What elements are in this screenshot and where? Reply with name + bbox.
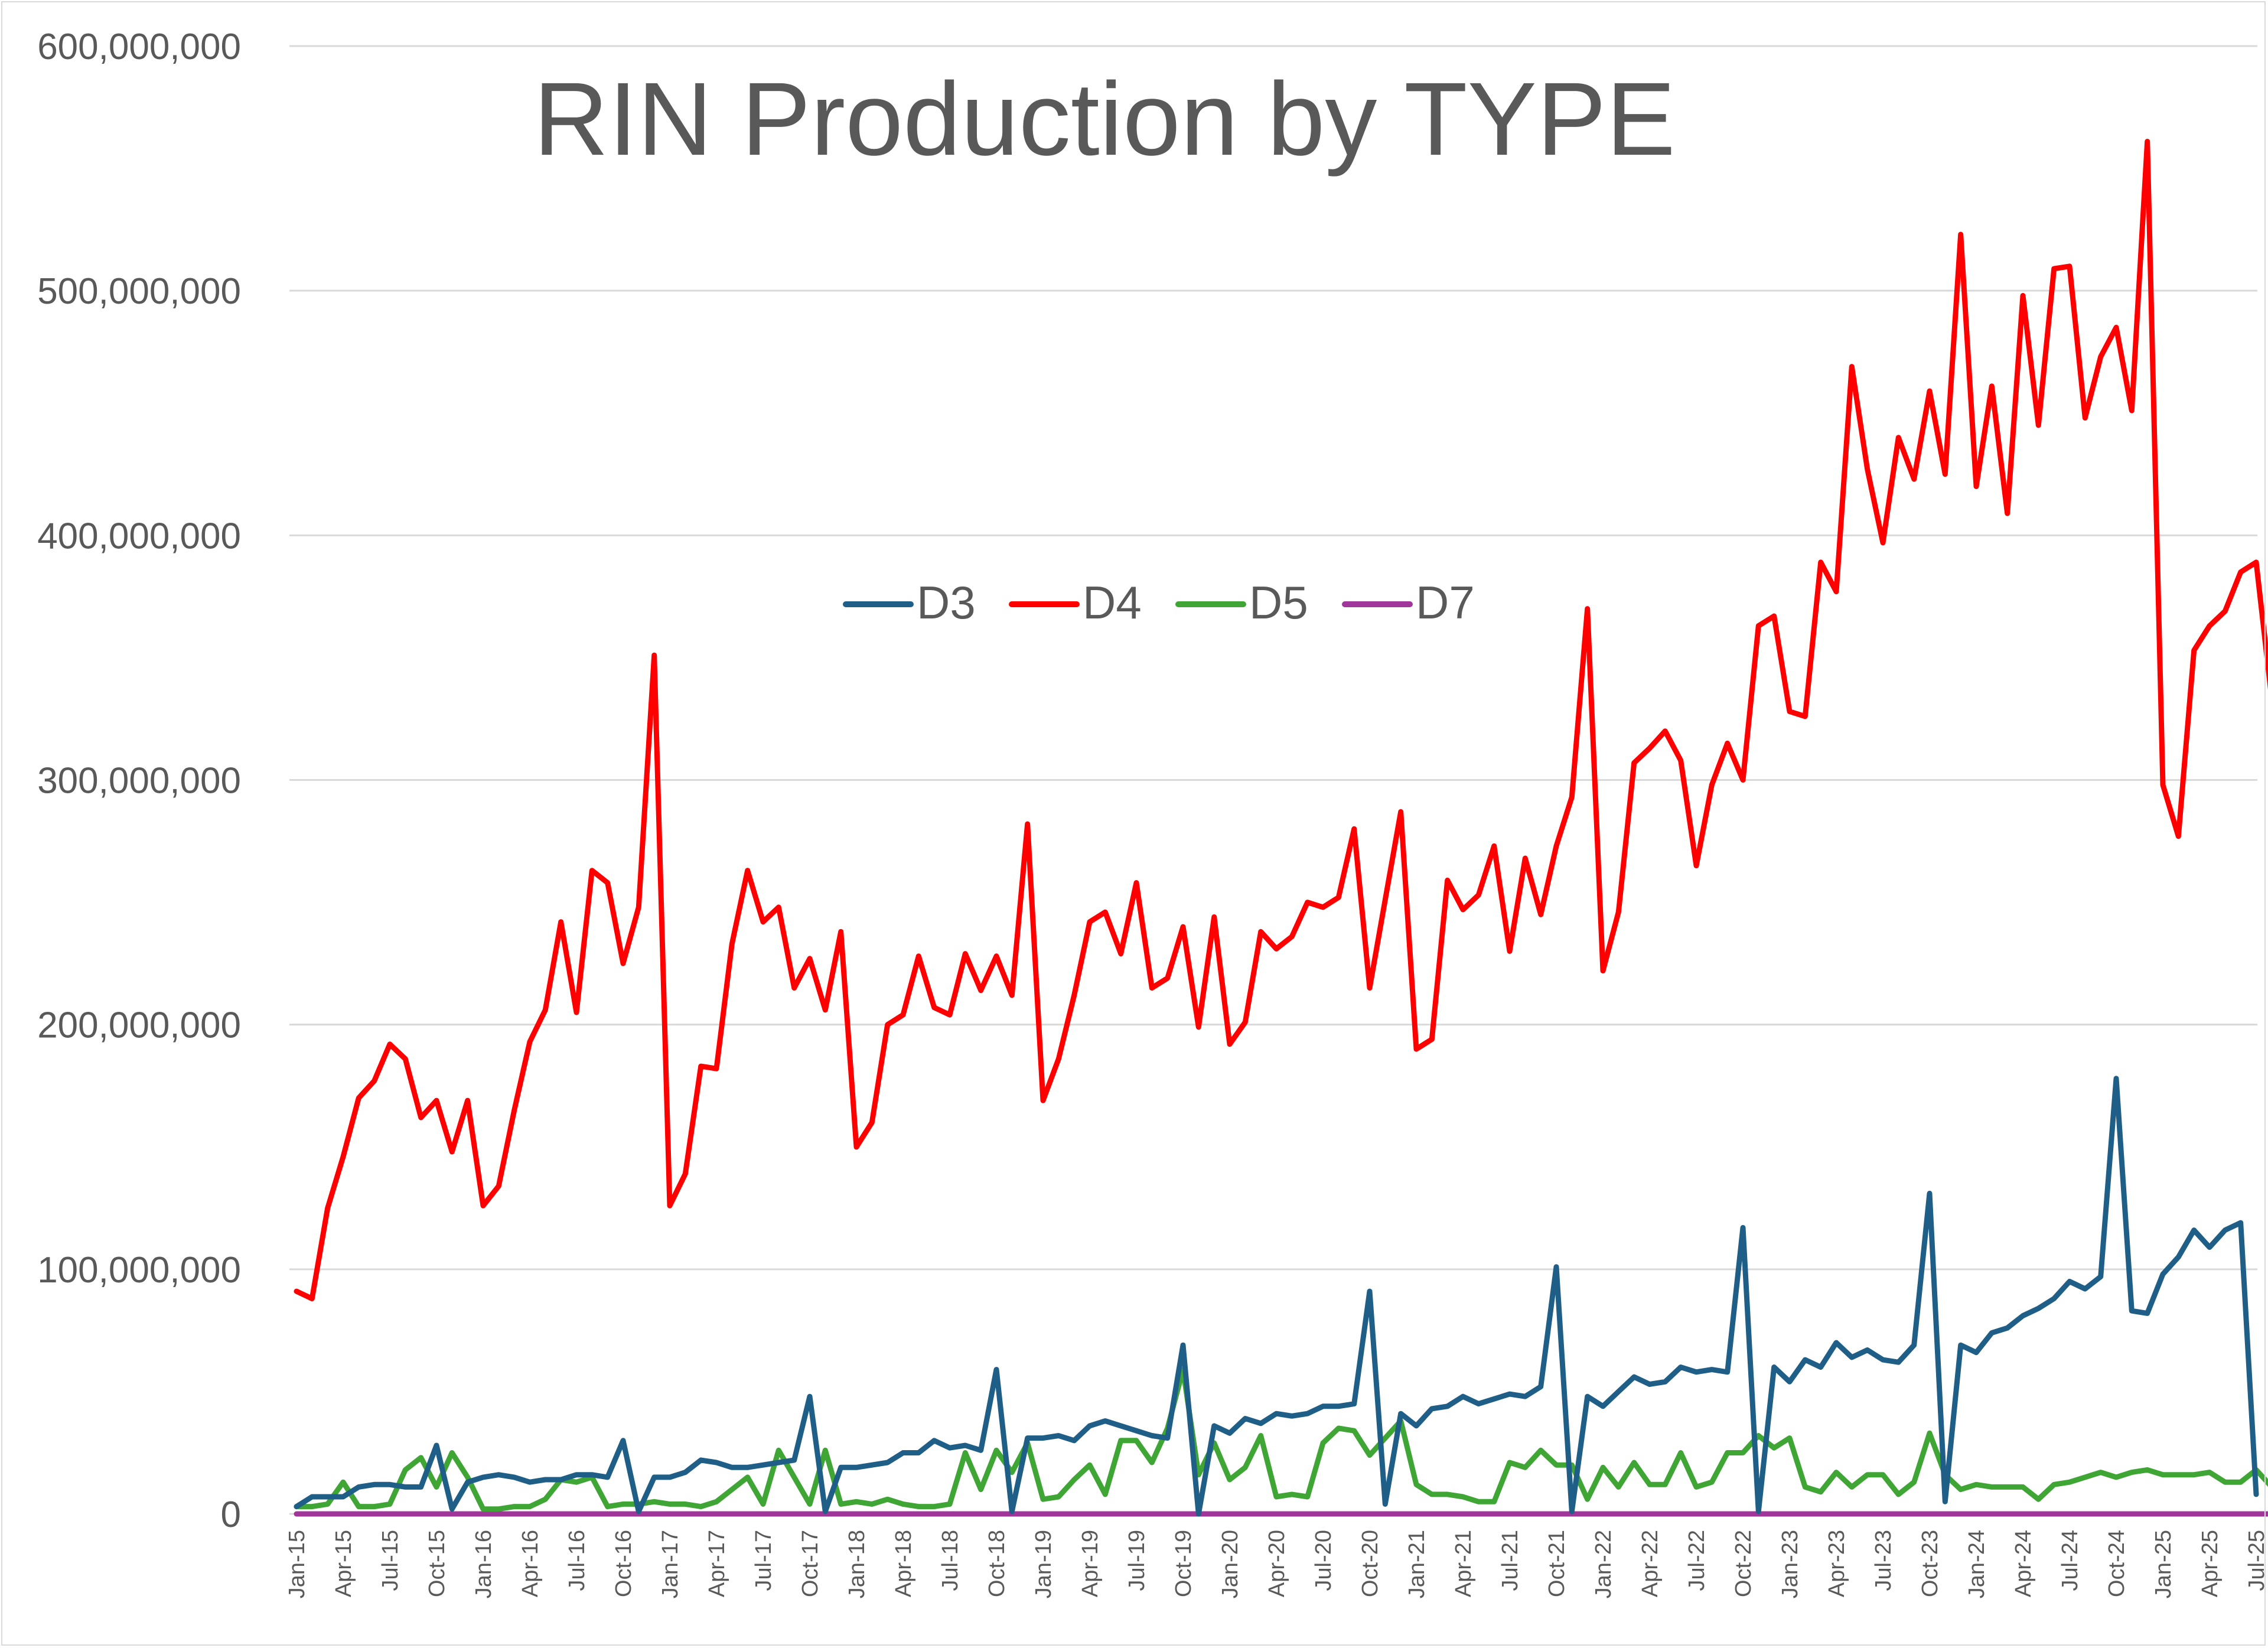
chart-title: RIN Production by TYPE — [533, 61, 1676, 177]
x-tick-label: Jan-23 — [1778, 1530, 1803, 1598]
x-tick-label: Jan-21 — [1405, 1530, 1429, 1598]
y-tick-label: 400,000,000 — [37, 516, 241, 556]
y-tick-label: 500,000,000 — [37, 271, 241, 312]
x-tick-label: Jul-20 — [1311, 1530, 1336, 1591]
x-tick-label: Oct-21 — [1544, 1530, 1569, 1597]
x-tick-label: Jul-21 — [1498, 1530, 1523, 1591]
x-tick-label: Jul-22 — [1684, 1530, 1709, 1591]
x-tick-label: Oct-19 — [1171, 1530, 1196, 1597]
x-tick-label: Apr-18 — [891, 1530, 916, 1597]
x-tick-label: Jan-19 — [1031, 1530, 1056, 1598]
x-tick-label: Jan-16 — [471, 1530, 496, 1598]
x-tick-label: Oct-23 — [1918, 1530, 1943, 1597]
y-tick-label: 300,000,000 — [37, 761, 241, 802]
legend-label: D5 — [1249, 577, 1308, 628]
x-tick-label: Jan-20 — [1218, 1530, 1243, 1598]
legend-item-d5: D5 — [1175, 577, 1308, 628]
x-axis-tick-labels: Jan-15 Apr-15 Jul-15 Oct-15 Jan-16 Apr-16 Jul-… — [285, 1530, 2268, 1598]
x-tick-label: Apr-23 — [1824, 1530, 1849, 1597]
x-tick-label: Jan-25 — [2151, 1530, 2176, 1598]
x-tick-label: Apr-15 — [331, 1530, 356, 1597]
x-tick-label: Apr-21 — [1451, 1530, 1476, 1597]
legend-label: D3 — [917, 577, 976, 628]
legend-item-d7: D7 — [1342, 577, 1475, 628]
gridlines — [289, 45, 2257, 1515]
x-tick-label: Oct-18 — [985, 1530, 1009, 1597]
x-tick-label: Oct-15 — [425, 1530, 449, 1597]
x-tick-label: Oct-20 — [1358, 1530, 1383, 1597]
legend-label: D7 — [1416, 577, 1475, 628]
x-tick-label: Jul-17 — [751, 1530, 776, 1591]
series-line-d4 — [294, 139, 2268, 1301]
series-lines — [294, 139, 2268, 1517]
x-tick-label: Jul-25 — [2244, 1530, 2268, 1591]
x-tick-label: Jan-15 — [285, 1530, 309, 1598]
y-tick-label: 100,000,000 — [37, 1250, 241, 1291]
legend-item-d3: D3 — [843, 577, 976, 628]
y-axis-tick-labels: 0 100,000,000 200,000,000 300,000,000 400,00… — [37, 27, 241, 1535]
x-tick-label: Oct-16 — [611, 1530, 636, 1597]
legend-label: D4 — [1083, 577, 1142, 628]
x-tick-label: Apr-24 — [2011, 1530, 2036, 1597]
x-tick-label: Jul-15 — [378, 1530, 403, 1591]
x-tick-label: Oct-22 — [1731, 1530, 1756, 1597]
x-tick-label: Jul-18 — [938, 1530, 963, 1591]
x-tick-label: Apr-16 — [518, 1530, 543, 1597]
x-tick-label: Jan-17 — [658, 1530, 683, 1598]
x-tick-label: Jul-24 — [2058, 1530, 2083, 1591]
x-tick-label: Oct-17 — [798, 1530, 823, 1597]
x-tick-label: Apr-20 — [1265, 1530, 1289, 1597]
legend-item-d4: D4 — [1009, 577, 1142, 628]
y-tick-label: 0 — [221, 1494, 241, 1535]
series-line-d5 — [294, 1367, 2268, 1512]
x-tick-label: Apr-19 — [1078, 1530, 1103, 1597]
x-tick-label: Apr-22 — [1638, 1530, 1663, 1597]
x-tick-label: Jan-18 — [845, 1530, 869, 1598]
x-tick-label: Jul-19 — [1125, 1530, 1149, 1591]
x-tick-label: Jul-23 — [1871, 1530, 1896, 1591]
y-tick-label: 200,000,000 — [37, 1005, 241, 1046]
legend: D3 D4 D5 D7 — [843, 577, 1475, 628]
x-tick-label: Jan-24 — [1964, 1530, 1989, 1598]
series-line-d3 — [294, 1076, 2259, 1517]
x-tick-label: Jul-16 — [565, 1530, 589, 1591]
x-tick-label: Apr-25 — [2198, 1530, 2223, 1597]
x-tick-label: Apr-17 — [705, 1530, 729, 1597]
x-tick-label: Oct-24 — [2104, 1530, 2129, 1597]
x-tick-label: Jan-22 — [1591, 1530, 1616, 1598]
y-tick-label: 600,000,000 — [37, 27, 241, 67]
